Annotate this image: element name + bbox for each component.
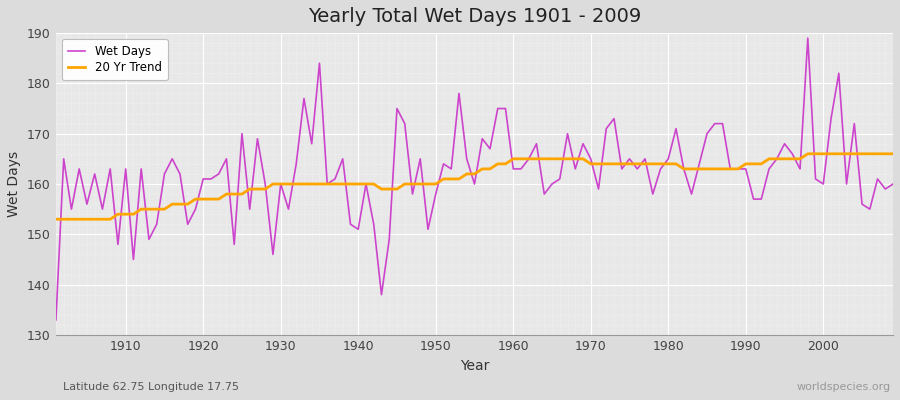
Text: worldspecies.org: worldspecies.org bbox=[796, 382, 891, 392]
20 Yr Trend bbox=[50, 217, 61, 222]
Wet Days bbox=[887, 182, 898, 186]
X-axis label: Year: Year bbox=[460, 359, 490, 373]
20 Yr Trend bbox=[329, 182, 340, 186]
Line: Wet Days: Wet Days bbox=[56, 38, 893, 320]
Legend: Wet Days, 20 Yr Trend: Wet Days, 20 Yr Trend bbox=[62, 39, 167, 80]
20 Yr Trend bbox=[112, 212, 123, 216]
Title: Yearly Total Wet Days 1901 - 2009: Yearly Total Wet Days 1901 - 2009 bbox=[308, 7, 641, 26]
20 Yr Trend bbox=[803, 152, 814, 156]
Wet Days bbox=[329, 176, 340, 181]
Text: Latitude 62.75 Longitude 17.75: Latitude 62.75 Longitude 17.75 bbox=[63, 382, 239, 392]
20 Yr Trend bbox=[601, 162, 612, 166]
Wet Days bbox=[508, 166, 518, 171]
Wet Days bbox=[601, 126, 612, 131]
20 Yr Trend bbox=[284, 182, 294, 186]
20 Yr Trend bbox=[887, 152, 898, 156]
Y-axis label: Wet Days: Wet Days bbox=[7, 151, 21, 217]
Line: 20 Yr Trend: 20 Yr Trend bbox=[56, 154, 893, 219]
20 Yr Trend bbox=[508, 156, 518, 161]
Wet Days bbox=[284, 207, 294, 212]
Wet Days bbox=[803, 36, 814, 40]
Wet Days bbox=[112, 242, 123, 247]
Wet Days bbox=[500, 106, 511, 111]
Wet Days bbox=[50, 318, 61, 322]
20 Yr Trend bbox=[500, 162, 511, 166]
